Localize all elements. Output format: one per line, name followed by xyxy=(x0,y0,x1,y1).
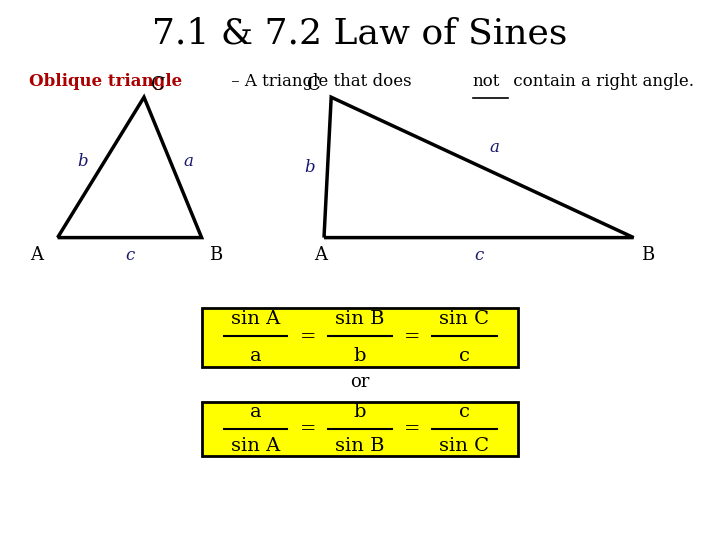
Text: a: a xyxy=(490,139,500,156)
Text: b: b xyxy=(304,159,315,176)
Text: A: A xyxy=(30,246,43,264)
Text: Oblique triangle: Oblique triangle xyxy=(29,73,182,90)
Text: sin C: sin C xyxy=(439,437,490,455)
Text: sin B: sin B xyxy=(336,310,384,328)
FancyBboxPatch shape xyxy=(202,402,518,456)
Text: A: A xyxy=(314,246,327,264)
Text: C: C xyxy=(307,77,320,94)
Text: sin C: sin C xyxy=(439,310,490,328)
Text: b: b xyxy=(77,153,88,171)
FancyBboxPatch shape xyxy=(202,308,518,367)
Text: =: = xyxy=(404,420,420,438)
Text: c: c xyxy=(459,403,470,421)
Text: b: b xyxy=(354,403,366,421)
Text: – A triangle that does: – A triangle that does xyxy=(226,73,418,90)
Text: a: a xyxy=(250,347,261,365)
Text: c: c xyxy=(125,247,134,264)
Text: 7.1 & 7.2 Law of Sines: 7.1 & 7.2 Law of Sines xyxy=(153,16,567,50)
Text: c: c xyxy=(459,347,470,365)
Text: b: b xyxy=(354,347,366,365)
Text: sin B: sin B xyxy=(336,437,384,455)
Text: B: B xyxy=(209,246,222,264)
Text: =: = xyxy=(404,328,420,347)
Text: a: a xyxy=(184,153,194,171)
Text: c: c xyxy=(474,247,483,264)
Text: sin A: sin A xyxy=(231,310,280,328)
Text: or: or xyxy=(351,373,369,391)
Text: C: C xyxy=(151,77,165,94)
Text: contain a right angle.: contain a right angle. xyxy=(508,73,694,90)
Text: not: not xyxy=(472,73,500,90)
Text: sin A: sin A xyxy=(231,437,280,455)
Text: =: = xyxy=(300,420,316,438)
Text: a: a xyxy=(250,403,261,421)
Text: =: = xyxy=(300,328,316,347)
Text: B: B xyxy=(641,246,654,264)
